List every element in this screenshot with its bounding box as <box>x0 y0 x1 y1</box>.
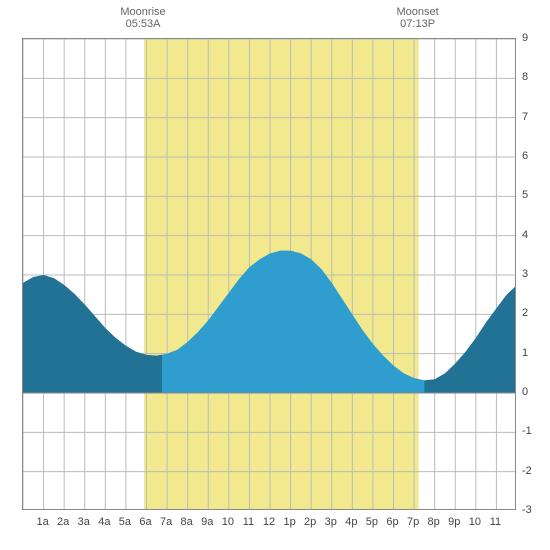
y-tick: 5 <box>522 189 540 201</box>
y-tick: 2 <box>522 307 540 319</box>
moonset-time: 07:13P <box>378 18 458 30</box>
y-tick: 4 <box>522 229 540 241</box>
y-tick: 1 <box>522 347 540 359</box>
y-tick: 8 <box>522 71 540 83</box>
moonset-title: Moonset <box>378 6 458 18</box>
plot-area <box>22 38 516 510</box>
x-tick: 11 <box>483 516 507 528</box>
y-tick: -3 <box>522 504 540 516</box>
moonrise-time: 05:53A <box>103 18 183 30</box>
tide-chart: Moonrise 05:53A Moonset 07:13P -3 -2 -1 0 1 2… <box>0 0 550 550</box>
moonrise-title: Moonrise <box>103 6 183 18</box>
moonrise-label: Moonrise 05:53A <box>103 6 183 30</box>
y-tick: -1 <box>522 425 540 437</box>
y-tick: 9 <box>522 32 540 44</box>
y-tick: -2 <box>522 465 540 477</box>
y-tick: 6 <box>522 150 540 162</box>
moonset-label: Moonset 07:13P <box>378 6 458 30</box>
chart-svg <box>23 39 516 510</box>
y-tick: 7 <box>522 111 540 123</box>
y-tick: 0 <box>522 386 540 398</box>
y-tick: 3 <box>522 268 540 280</box>
